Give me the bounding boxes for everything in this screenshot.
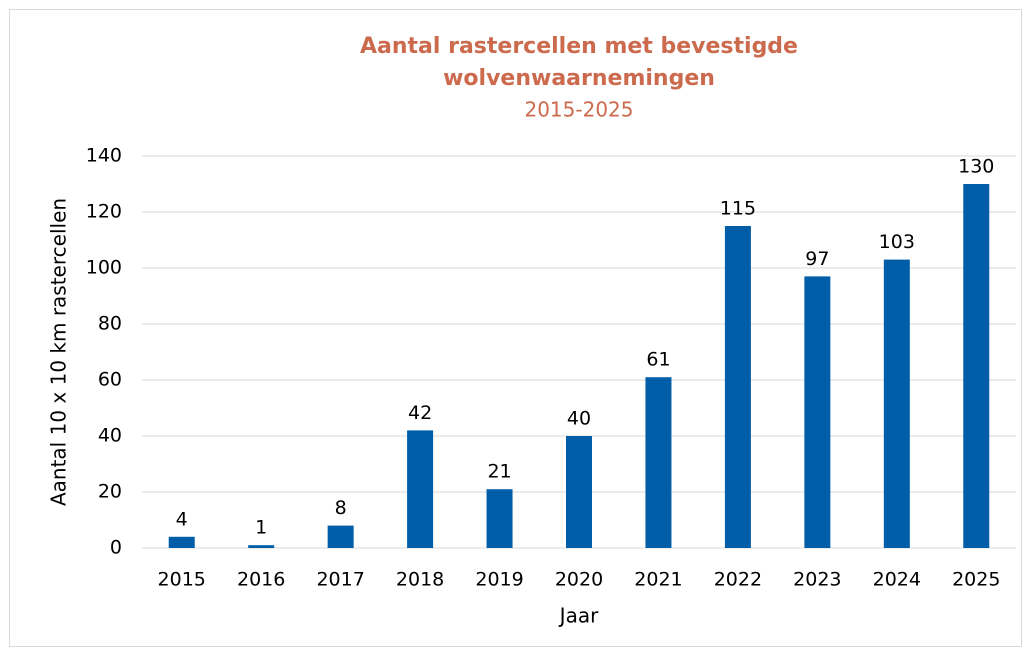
data-label: 21 [487,461,511,483]
y-tick-label: 20 [98,481,122,503]
bar [883,259,910,548]
x-tick-label: 2015 [158,569,206,591]
data-label: 61 [646,349,670,371]
y-tick-label: 0 [110,537,122,559]
data-label: 4 [176,508,188,530]
y-tick-label: 140 [86,145,122,167]
data-label: 130 [958,156,994,178]
y-tick-label: 80 [98,313,122,335]
bar [645,377,672,548]
y-tick-label: 60 [98,369,122,391]
x-tick-label: 2021 [634,569,682,591]
y-tick-label: 100 [86,257,122,279]
x-tick-label: 2017 [316,569,364,591]
bar [724,226,751,548]
chart-title: wolvenwaarnemingen [443,66,715,91]
bar [566,436,592,548]
x-tick-label: 2016 [237,569,285,591]
data-label: 115 [720,198,756,220]
data-label: 103 [879,231,915,253]
y-axis-label: Aantal 10 x 10 km rastercellen [47,198,71,506]
chart-border [9,9,1022,647]
y-tick-label: 120 [86,201,122,223]
data-label: 8 [335,497,347,519]
x-tick-label: 2023 [793,569,841,591]
x-tick-label: 2025 [952,569,1000,591]
y-tick-label: 40 [98,425,122,447]
chart-title: Aantal rastercellen met bevestigde [360,34,798,59]
data-label: 40 [567,408,591,430]
data-label: 1 [255,517,267,539]
bar [963,184,990,548]
x-tick-label: 2018 [396,569,444,591]
bar [168,536,195,548]
bar [248,545,275,548]
data-label: 97 [805,248,829,270]
bar [804,276,831,548]
x-tick-label: 2019 [475,569,523,591]
data-label: 42 [408,402,432,424]
x-tick-label: 2022 [714,569,762,591]
bar [486,489,513,548]
bar [327,525,354,548]
chart-subtitle: 2015-2025 [524,98,633,122]
x-tick-label: 2020 [555,569,603,591]
x-tick-label: 2024 [873,569,921,591]
x-axis-label: Jaar [558,604,599,628]
bar [407,430,434,548]
